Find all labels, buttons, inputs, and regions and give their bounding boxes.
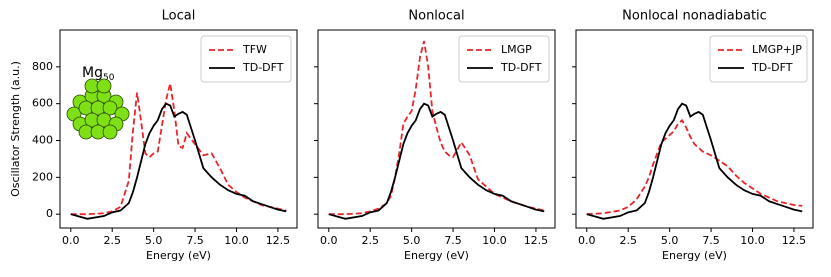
cluster-atom — [102, 100, 118, 116]
x-tick-label: 7.5 — [702, 234, 720, 247]
annotation-text: Mg — [82, 65, 103, 81]
x-tick-label: 2.5 — [361, 234, 379, 247]
x-tick-label: 0.0 — [320, 234, 338, 247]
legend-label: TFW — [242, 43, 267, 56]
x-tick-label: 5.0 — [403, 234, 421, 247]
x-axis-label: Energy (eV) — [662, 249, 727, 262]
y-axis-label: Oscillator Strength (a.u.) — [9, 61, 22, 197]
legend-box — [709, 35, 808, 83]
x-tick-label: 10.0 — [482, 234, 507, 247]
cluster-atom — [102, 124, 118, 140]
x-tick-label: 5.0 — [145, 234, 163, 247]
panel-title: Local — [162, 9, 196, 24]
x-tick-label: 10.0 — [224, 234, 249, 247]
series-line — [70, 102, 287, 220]
legend-box — [200, 35, 292, 83]
x-tick-label: 7.5 — [444, 234, 462, 247]
x-tick-label: 7.5 — [186, 234, 204, 247]
plot-frame — [317, 29, 556, 229]
x-tick-label: 2.5 — [103, 234, 121, 247]
series-line — [328, 102, 545, 220]
series-line — [586, 118, 803, 216]
series-line — [586, 102, 803, 220]
series-line — [70, 83, 287, 216]
x-tick-label: 2.5 — [619, 234, 637, 247]
y-tick-label: 200 — [32, 170, 53, 183]
y-tick-label: 0 — [46, 207, 53, 220]
x-tick-label: 12.5 — [782, 234, 807, 247]
x-axis-label: Energy (eV) — [404, 249, 469, 262]
legend-box — [458, 35, 550, 83]
x-tick-label: 12.5 — [266, 234, 291, 247]
y-tick-label: 400 — [32, 134, 53, 147]
x-tick-label: 5.0 — [661, 234, 679, 247]
x-axis-label: Energy (eV) — [146, 249, 211, 262]
plot-frame — [575, 29, 814, 229]
x-tick-label: 12.5 — [524, 234, 549, 247]
legend-label: TD-DFT — [751, 61, 793, 74]
legend-label: TD-DFT — [242, 61, 284, 74]
cluster-atom — [96, 78, 112, 94]
x-tick-label: 10.0 — [740, 234, 765, 247]
plot-frame — [59, 29, 298, 229]
legend-label: LMGP — [501, 43, 532, 56]
annotation-subscript: 50 — [103, 73, 115, 83]
y-tick-label: 600 — [32, 97, 53, 110]
annotation: Mg50 — [82, 65, 115, 83]
x-tick-label: 0.0 — [62, 234, 80, 247]
legend-label: LMGP+JP — [752, 43, 802, 56]
x-tick-label: 0.0 — [578, 234, 596, 247]
legend-label: TD-DFT — [500, 61, 542, 74]
panel-title: Nonlocal nonadiabatic — [622, 9, 767, 24]
y-tick-label: 800 — [32, 60, 53, 73]
panel-title: Nonlocal — [408, 9, 464, 24]
